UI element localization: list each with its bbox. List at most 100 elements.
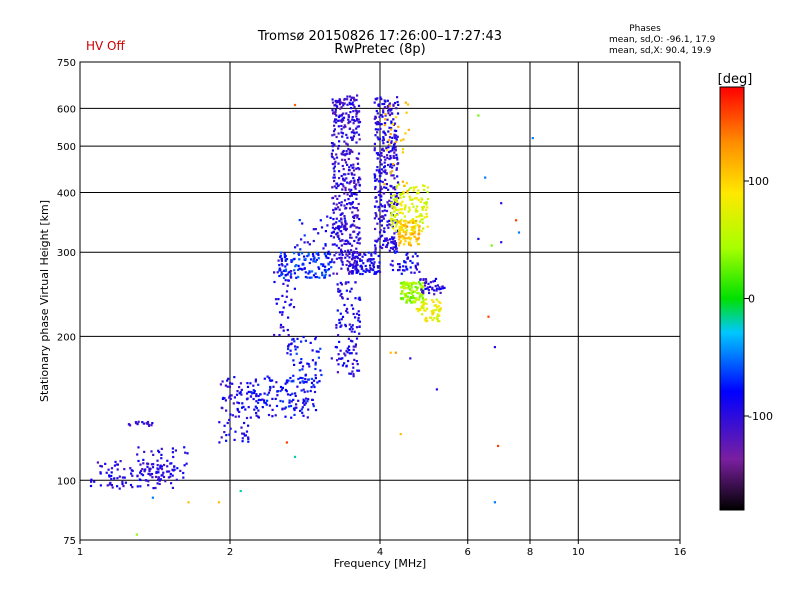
data-point xyxy=(312,260,315,263)
data-point xyxy=(116,477,119,480)
data-point xyxy=(411,296,414,299)
data-point xyxy=(413,232,416,235)
data-point xyxy=(344,354,347,357)
data-point xyxy=(379,152,382,155)
data-point xyxy=(338,340,341,343)
data-point xyxy=(356,263,359,266)
data-point xyxy=(354,187,357,190)
data-point xyxy=(231,382,234,385)
data-point xyxy=(418,215,421,218)
data-point xyxy=(366,258,369,261)
data-point xyxy=(406,191,409,195)
data-point xyxy=(404,233,407,236)
data-point xyxy=(246,392,249,395)
data-point xyxy=(160,468,164,471)
data-point xyxy=(500,202,503,205)
data-point xyxy=(382,149,385,152)
data-point xyxy=(110,484,113,487)
data-point xyxy=(182,471,185,475)
data-point xyxy=(347,249,350,252)
data-point xyxy=(337,132,340,135)
data-point xyxy=(302,401,305,404)
data-point xyxy=(281,400,285,403)
data-point xyxy=(408,206,411,209)
data-point xyxy=(381,180,384,183)
data-point xyxy=(409,266,412,269)
data-point xyxy=(348,95,352,98)
data-point xyxy=(355,263,358,266)
data-point xyxy=(278,264,281,267)
data-point xyxy=(239,489,242,493)
data-point xyxy=(160,457,163,460)
data-point xyxy=(410,271,413,274)
data-point xyxy=(484,176,487,179)
data-point xyxy=(387,188,390,191)
data-point xyxy=(257,409,260,412)
data-point xyxy=(163,463,166,467)
data-point xyxy=(347,172,350,175)
data-point xyxy=(156,459,159,462)
data-point xyxy=(312,239,315,243)
data-point xyxy=(379,185,382,188)
data-point xyxy=(141,474,145,477)
data-point xyxy=(301,222,304,225)
data-point xyxy=(426,225,429,228)
data-point xyxy=(355,226,358,229)
data-point xyxy=(340,324,343,327)
data-point xyxy=(354,345,357,348)
data-point xyxy=(280,388,284,391)
data-point xyxy=(280,271,283,274)
data-point xyxy=(378,209,381,212)
data-point xyxy=(350,224,353,227)
data-point xyxy=(314,367,317,371)
data-point xyxy=(292,374,295,377)
data-point xyxy=(399,196,402,200)
data-point xyxy=(352,264,355,267)
data-point xyxy=(311,270,314,273)
data-point xyxy=(345,150,348,153)
data-point xyxy=(399,208,402,211)
data-point xyxy=(405,253,408,256)
data-point xyxy=(349,233,352,236)
data-point xyxy=(141,421,144,424)
data-point xyxy=(340,217,343,220)
data-point xyxy=(324,244,327,247)
data-point xyxy=(346,193,349,196)
data-point xyxy=(143,450,146,453)
data-point xyxy=(121,482,124,486)
data-point xyxy=(268,376,271,379)
data-point xyxy=(226,385,229,388)
phases-x-stat: mean, sd,X: 90.4, 19.9 xyxy=(609,46,712,56)
data-point xyxy=(307,272,310,275)
data-point xyxy=(412,290,415,294)
data-point xyxy=(380,163,383,166)
data-point xyxy=(393,202,396,205)
data-point xyxy=(412,218,415,221)
data-point xyxy=(394,149,397,152)
data-point xyxy=(356,111,359,114)
data-point xyxy=(404,226,407,230)
data-point xyxy=(263,377,266,380)
data-point xyxy=(110,467,114,470)
data-point xyxy=(361,255,364,258)
data-point xyxy=(333,179,336,183)
data-point xyxy=(391,259,394,263)
data-point xyxy=(321,264,325,267)
data-point xyxy=(301,377,304,380)
data-point xyxy=(339,357,343,360)
data-point xyxy=(396,100,399,104)
data-point xyxy=(425,302,428,305)
data-point xyxy=(381,102,384,106)
data-point xyxy=(351,370,354,373)
data-point xyxy=(338,357,341,360)
data-point xyxy=(287,316,290,319)
data-point xyxy=(382,138,385,141)
data-point xyxy=(353,224,356,227)
data-point xyxy=(218,421,221,424)
data-point xyxy=(322,247,325,250)
data-point xyxy=(420,214,424,217)
data-point xyxy=(302,398,305,401)
data-point xyxy=(243,434,246,437)
data-point xyxy=(434,308,437,312)
data-point xyxy=(404,237,407,240)
